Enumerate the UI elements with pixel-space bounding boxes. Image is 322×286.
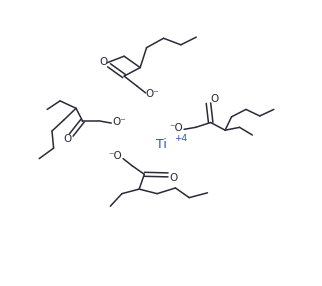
Text: +4: +4 [174, 134, 187, 143]
Text: ⁻O: ⁻O [169, 123, 183, 133]
Text: O: O [210, 94, 218, 104]
Text: O⁻: O⁻ [146, 89, 159, 99]
Text: O: O [63, 134, 71, 144]
Text: Ti: Ti [156, 138, 166, 151]
Text: O⁻: O⁻ [112, 117, 126, 127]
Text: O: O [99, 57, 108, 67]
Text: O: O [170, 173, 178, 183]
Text: ⁻O: ⁻O [108, 151, 122, 161]
